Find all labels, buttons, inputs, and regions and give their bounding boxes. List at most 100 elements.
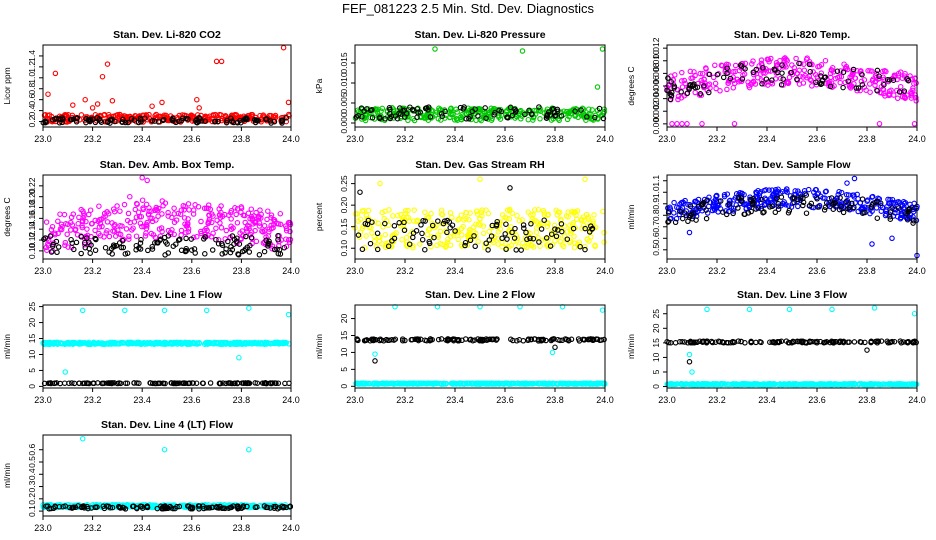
data-point-secondary	[43, 503, 49, 509]
y-tick-label: 5	[651, 369, 661, 374]
data-point-primary	[150, 503, 157, 509]
data-point-primary	[772, 189, 778, 195]
data-point-secondary	[750, 198, 756, 205]
data-point-primary	[812, 187, 819, 193]
data-point-primary	[184, 221, 191, 228]
data-point-primary	[524, 244, 530, 251]
data-point-secondary	[595, 336, 601, 343]
data-point-primary	[730, 74, 736, 80]
data-point-secondary	[769, 77, 775, 83]
data-point-primary	[509, 210, 515, 216]
x-tick-label: 23.8	[233, 134, 251, 144]
data-point-primary	[506, 381, 513, 387]
data-point-secondary	[429, 222, 436, 229]
data-point-primary	[455, 217, 461, 223]
data-point-secondary	[667, 96, 674, 103]
data-point-primary	[228, 223, 234, 230]
data-point-primary	[567, 108, 573, 114]
data-point-primary	[178, 207, 185, 213]
data-point-primary	[430, 381, 436, 387]
data-point-primary	[169, 227, 175, 233]
data-point-secondary	[369, 115, 376, 121]
plot-frame	[42, 304, 292, 389]
data-point-secondary	[426, 238, 432, 245]
data-point-secondary	[850, 66, 857, 73]
data-point-secondary	[575, 336, 582, 342]
data-point-primary	[783, 56, 789, 63]
data-point-secondary	[149, 246, 156, 252]
data-point-primary	[287, 228, 293, 235]
data-point-secondary	[843, 198, 850, 205]
x-tick-label: 23.0	[658, 266, 676, 276]
data-point-secondary	[364, 221, 371, 228]
data-point-secondary	[397, 105, 403, 111]
data-point-primary	[135, 209, 142, 216]
data-point-primary	[801, 381, 808, 387]
data-point-primary	[692, 89, 698, 96]
data-point-secondary	[589, 226, 595, 232]
data-point-primary	[76, 214, 82, 221]
data-point-secondary	[735, 338, 742, 344]
y-tick-label: 0.8	[651, 209, 661, 221]
data-point-primary	[812, 71, 819, 78]
data-point-primary	[194, 340, 200, 346]
data-point-secondary	[535, 336, 542, 343]
data-point-primary	[805, 186, 812, 193]
data-point-primary	[206, 218, 212, 224]
panel-title: Stan. Dev. Line 4 (LT) Flow	[101, 419, 234, 431]
data-point-primary	[62, 369, 69, 375]
data-point-secondary	[271, 246, 278, 253]
data-point-primary	[363, 233, 369, 239]
data-point-primary	[495, 229, 502, 235]
data-point-primary	[206, 212, 212, 218]
data-point-secondary	[771, 66, 777, 72]
data-point-primary	[737, 189, 743, 196]
data-point-primary	[491, 233, 497, 240]
data-point-primary	[215, 340, 221, 347]
data-point-primary	[818, 70, 825, 76]
data-point-secondary	[41, 236, 47, 242]
x-tick-label: 23.0	[346, 395, 364, 405]
data-point-secondary	[61, 380, 68, 386]
data-point-primary	[449, 214, 455, 221]
data-points	[40, 305, 292, 387]
data-point-secondary	[530, 235, 537, 242]
data-point-secondary	[138, 119, 144, 125]
data-point-secondary	[672, 219, 679, 226]
data-point-secondary	[723, 211, 730, 218]
data-point-secondary	[772, 340, 779, 346]
data-point-secondary	[60, 116, 66, 123]
data-point-secondary	[124, 250, 131, 256]
data-point-secondary	[859, 210, 866, 216]
data-point-secondary	[93, 236, 99, 243]
data-point-primary	[406, 380, 413, 386]
x-tick-label: 23.6	[183, 134, 201, 144]
data-point-secondary	[822, 339, 829, 345]
data-point-primary	[864, 198, 870, 204]
data-point-secondary	[407, 104, 413, 110]
data-point-secondary	[585, 336, 592, 342]
data-point-primary	[829, 381, 836, 388]
x-tick-label: 23.2	[708, 395, 726, 405]
data-point-primary	[447, 210, 454, 216]
data-point-secondary	[185, 116, 191, 122]
data-point-secondary	[665, 210, 672, 216]
data-point-primary	[410, 244, 416, 251]
data-point-primary	[852, 75, 858, 81]
data-point-secondary	[750, 195, 756, 202]
data-point-primary	[432, 46, 438, 52]
data-point-primary	[520, 110, 527, 116]
data-point-primary	[285, 311, 292, 318]
data-point-secondary	[775, 201, 782, 207]
data-point-primary	[681, 200, 687, 206]
data-point-secondary	[67, 504, 73, 511]
data-point-primary	[710, 198, 717, 205]
data-point-secondary	[76, 380, 82, 386]
data-point-secondary	[828, 338, 835, 345]
data-point-secondary	[730, 210, 736, 217]
x-tick-label: 23.8	[858, 266, 876, 276]
y-tick-label: 1.4	[27, 50, 37, 62]
data-point-primary	[374, 380, 380, 387]
data-point-primary	[386, 207, 392, 213]
data-point-primary	[579, 225, 585, 232]
